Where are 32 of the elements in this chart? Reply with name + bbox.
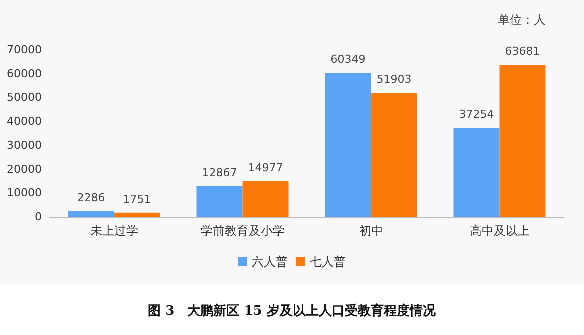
x-tick-label: 高中及以上 (470, 224, 530, 238)
bar (500, 65, 546, 217)
y-tick-label: 70000 (7, 44, 42, 56)
data-label: 12867 (202, 166, 238, 180)
data-label: 2286 (77, 192, 106, 205)
bar (114, 212, 160, 217)
bar (371, 93, 418, 217)
bar (325, 73, 372, 217)
text: 单位：人 (498, 13, 546, 27)
y-tick-label: 50000 (7, 91, 42, 104)
data-label: 14977 (248, 161, 284, 174)
bar (242, 181, 289, 217)
y-tick-label: 20000 (7, 162, 42, 176)
y-tick-label: 30000 (7, 138, 42, 152)
y-tick-label: 0 (35, 210, 42, 224)
x-tick-label: 学前教育及小学 (200, 224, 285, 238)
bar (454, 128, 500, 217)
bar (68, 212, 114, 217)
data-label: 37254 (459, 108, 494, 122)
y-tick-label: 10000 (7, 186, 42, 200)
data-label: 51903 (376, 73, 412, 86)
x-tick-label: 未上过学 (90, 224, 138, 238)
data-label: 63681 (505, 45, 540, 58)
y-tick-label: 40000 (7, 115, 42, 128)
y-tick-label: 60000 (7, 67, 42, 80)
text: 图 3 大鹏新区 15 岁及以上人口受教育程度情况 (148, 303, 437, 319)
legend-label: 七人普 (310, 255, 346, 269)
bar (196, 186, 243, 217)
legend-label: 六人普 (252, 255, 288, 269)
data-label: 60349 (330, 53, 366, 66)
x-tick-label: 初中 (359, 224, 384, 238)
data-label: 1751 (123, 192, 152, 206)
